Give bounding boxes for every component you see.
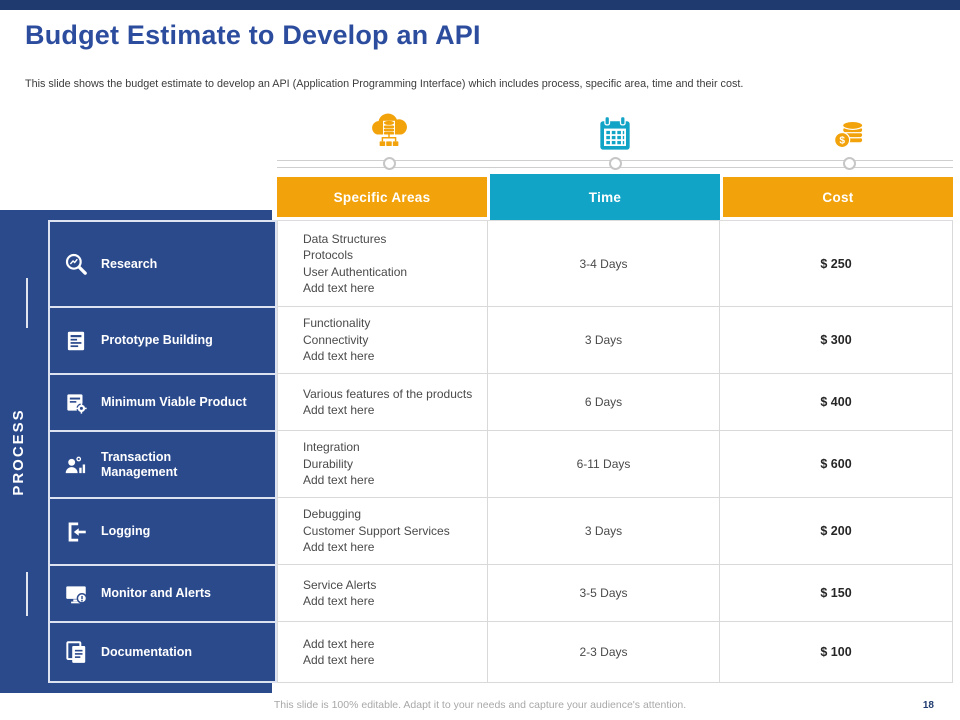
- time-cell: 6-11 Days: [488, 431, 720, 498]
- page-number: 18: [922, 700, 934, 711]
- cost-cell: $ 150: [720, 565, 953, 622]
- column-header-cost: Cost: [723, 177, 953, 217]
- area-line: Add text here: [303, 281, 375, 295]
- specific-areas-cell: Integration Durability Add text here: [277, 431, 488, 498]
- bracket-line: [26, 278, 28, 328]
- process-row-logging: Logging: [50, 499, 275, 566]
- process-row-minimum-viable-product: Minimum Viable Product: [50, 375, 275, 432]
- cloud-database-icon: [367, 113, 411, 157]
- documents-icon: [63, 639, 89, 665]
- area-line: Integration: [303, 440, 360, 455]
- process-step-label: Transaction Management: [101, 449, 178, 479]
- area-line: Protocols: [303, 248, 354, 262]
- timeline-marker: [383, 157, 396, 170]
- specific-areas-cell: Various features of the products Add tex…: [277, 374, 488, 431]
- area-line: Functionality: [303, 316, 371, 331]
- bracket-line: [26, 572, 28, 616]
- process-row-monitor-and-alerts: Monitor and Alerts: [50, 566, 275, 623]
- column-header-label: Specific Areas: [333, 189, 431, 205]
- timeline-marker: [843, 157, 856, 170]
- time-cell: 3 Days: [488, 307, 720, 374]
- top-accent-bar: [0, 0, 960, 10]
- process-step-label: Prototype Building: [101, 333, 213, 347]
- area-line: Debugging: [303, 507, 362, 522]
- process-step-label: Documentation: [101, 644, 192, 659]
- specific-areas-cell: Add text here Add text here: [277, 622, 488, 683]
- area-line: User Authentication: [303, 264, 408, 279]
- specific-areas-cell: Debugging Customer Support Services Add …: [277, 498, 488, 565]
- process-step-label: Research: [101, 256, 158, 271]
- area-line: Add text here: [303, 540, 375, 555]
- process-row-research: Research: [50, 222, 275, 308]
- area-line: Service Alerts: [303, 577, 377, 592]
- specific-areas-cell: Functionality Connectivity Add text here: [277, 307, 488, 374]
- process-row-transaction-management: Transaction Management: [50, 432, 275, 499]
- column-header-label: Cost: [822, 189, 854, 205]
- dollar-coins-icon: $: [827, 113, 871, 157]
- area-line: Add text here: [303, 403, 375, 417]
- cost-cell: $ 200: [720, 498, 953, 565]
- process-axis-label: PROCESS: [10, 407, 27, 496]
- process-step-label: Monitor and Alerts: [101, 586, 211, 600]
- column-header-specific-areas: Specific Areas: [277, 177, 487, 217]
- page-title: Budget Estimate to Develop an API: [25, 20, 481, 50]
- monitor-alert-icon: [63, 581, 89, 607]
- budget-table: Data Structures Protocols User Authentic…: [277, 220, 953, 683]
- area-line: Durability: [303, 456, 354, 471]
- area-line: Add text here: [303, 594, 375, 608]
- time-cell: 2-3 Days: [488, 622, 720, 683]
- time-cell: 3 Days: [488, 498, 720, 565]
- calendar-icon: [593, 113, 637, 157]
- footer-note: This slide is 100% editable. Adapt it to…: [273, 699, 687, 711]
- cost-cell: $ 300: [720, 307, 953, 374]
- cost-cell: $ 250: [720, 221, 953, 307]
- slide-subtitle: This slide shows the budget estimate to …: [25, 78, 744, 90]
- area-line: Add text here: [303, 653, 375, 667]
- area-line: Various features of the products: [303, 386, 473, 401]
- specific-areas-cell: Service Alerts Add text here: [277, 565, 488, 622]
- process-step-label: Minimum Viable Product: [101, 395, 247, 409]
- process-step-label: Logging: [101, 524, 151, 538]
- area-line: Add text here: [303, 473, 375, 488]
- area-line: Add text here: [303, 349, 375, 364]
- area-line: Customer Support Services: [303, 523, 450, 538]
- cost-cell: $ 400: [720, 374, 953, 431]
- process-row-prototype-building: Prototype Building: [50, 308, 275, 375]
- process-row-documentation: Documentation: [50, 623, 275, 681]
- cost-cell: $ 600: [720, 431, 953, 498]
- time-cell: 3-4 Days: [488, 221, 720, 307]
- area-line: Connectivity: [303, 332, 369, 347]
- column-header-label: Time: [588, 190, 622, 205]
- column-header-time: Time: [490, 174, 720, 221]
- cost-cell: $ 100: [720, 622, 953, 683]
- time-cell: 6 Days: [488, 374, 720, 431]
- time-cell: 3-5 Days: [488, 565, 720, 622]
- area-line: Data Structures: [303, 231, 387, 246]
- login-arrow-icon: [63, 519, 89, 545]
- svg-text:$: $: [839, 136, 845, 147]
- process-steps-table: Research Prototype Building Minimum Viab…: [48, 220, 277, 683]
- user-chart-icon: [63, 452, 89, 478]
- timeline-marker: [609, 157, 622, 170]
- search-chart-icon: [63, 251, 89, 277]
- prototype-document-icon: [63, 328, 89, 354]
- document-gear-icon: [63, 390, 89, 416]
- specific-areas-cell: Data Structures Protocols User Authentic…: [277, 221, 488, 307]
- area-line: Add text here: [303, 636, 375, 651]
